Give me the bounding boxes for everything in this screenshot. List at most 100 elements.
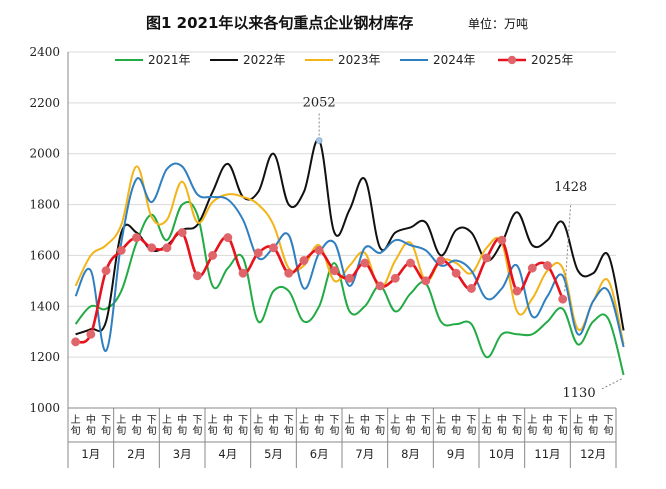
- x-tick-label: 上旬: [299, 414, 309, 437]
- legend-label-2023: 2023年: [338, 53, 381, 67]
- series-point-2025: [482, 253, 492, 263]
- month-label: 8月: [401, 447, 420, 461]
- month-label: 12月: [580, 447, 606, 461]
- x-tick-label: 下旬: [512, 415, 522, 437]
- y-tick-label: 2000: [29, 147, 60, 161]
- x-tick-label: 中旬: [177, 413, 187, 437]
- grid: [67, 51, 616, 409]
- x-tick-label: 上旬: [253, 414, 263, 437]
- x-tick-label: 中旬: [269, 413, 279, 437]
- series-line-2021: [74, 200, 625, 376]
- y-tick-label: 2400: [29, 45, 60, 59]
- x-tick-label: 下旬: [238, 415, 248, 437]
- series-point-2025: [101, 266, 111, 276]
- series-point-2025: [208, 250, 218, 260]
- annotation-leader: [601, 378, 622, 390]
- series-point-2025: [390, 273, 400, 283]
- x-tick-label: 中旬: [406, 413, 416, 437]
- month-label: 3月: [173, 447, 192, 461]
- series-point-2025: [406, 258, 415, 268]
- series-point-2025: [223, 233, 233, 243]
- x-tick-label: 下旬: [284, 415, 294, 437]
- series-point-2025: [162, 243, 172, 253]
- x-tick-label: 下旬: [375, 415, 385, 437]
- y-axis: 1000 1200 1400 1600 1800 2000 2200 2400: [29, 45, 60, 415]
- series-point-2025: [421, 276, 431, 286]
- y-tick-label: 2200: [29, 96, 60, 110]
- series-point-2025: [269, 243, 278, 253]
- annotation-label: 1130: [563, 386, 596, 401]
- x-tick-label: 中旬: [588, 413, 598, 437]
- x-tick-label: 中旬: [497, 413, 507, 437]
- y-tick-label: 1400: [29, 299, 60, 313]
- series-point-2025: [284, 268, 294, 278]
- annotations: 2052 1428 1130: [303, 95, 622, 401]
- x-tick-label: 下旬: [329, 415, 339, 437]
- legend-marker-2025: [507, 55, 517, 65]
- x-tick-label: 上旬: [390, 414, 400, 437]
- legend-label-2021: 2021年: [148, 53, 191, 67]
- series-point-2025: [436, 256, 446, 265]
- y-tick-label: 1800: [29, 198, 60, 212]
- month-label: 11月: [534, 447, 560, 461]
- series-point-2025: [345, 273, 355, 283]
- x-tick-label: 上旬: [116, 414, 126, 437]
- series-point-2025: [375, 281, 385, 291]
- x-tick-label: 上旬: [573, 414, 583, 437]
- series-point-2025: [329, 266, 339, 276]
- month-label: 9月: [447, 447, 466, 461]
- series-point-2025: [497, 235, 507, 245]
- x-axis: 上旬中旬下旬上旬中旬下旬上旬中旬下旬上旬中旬下旬上旬中旬下旬上旬中旬下旬上旬中旬…: [67, 408, 617, 468]
- series-point-2025: [466, 284, 476, 293]
- series-point-2025: [360, 258, 370, 268]
- x-tick-label: 中旬: [132, 413, 142, 437]
- x-tick-label: 中旬: [314, 413, 324, 437]
- series-point-2025: [314, 245, 324, 255]
- unit-label: 单位：万吨: [468, 16, 528, 31]
- series-point-2025: [543, 261, 552, 271]
- legend-label-2025: 2025年: [531, 53, 574, 67]
- chart-title: 图1 2021年以来各旬重点企业钢材库存: [146, 14, 413, 32]
- series-point-2025: [451, 268, 461, 278]
- series-point-2025: [253, 248, 263, 258]
- x-tick-label: 下旬: [558, 415, 568, 437]
- y-tick-label: 1200: [29, 350, 60, 364]
- x-tick-label: 上旬: [482, 414, 492, 437]
- x-tick-label: 下旬: [603, 415, 613, 437]
- series-point-2025: [86, 329, 96, 339]
- series-point-2025: [527, 263, 537, 273]
- legend-label-2022: 2022年: [243, 53, 286, 67]
- x-tick-label: 下旬: [147, 415, 157, 437]
- y-tick-label: 1600: [29, 248, 60, 262]
- annotation-label: 2052: [303, 95, 336, 110]
- x-tick-label: 下旬: [101, 415, 111, 437]
- series-point-2025: [512, 286, 522, 296]
- series-lines: [71, 138, 625, 376]
- series-point-2025: [177, 228, 187, 237]
- month-label: 5月: [264, 447, 283, 461]
- series-point-2025: [299, 256, 309, 265]
- annotation-point: [315, 137, 323, 144]
- series-point-2025: [192, 271, 202, 281]
- month-label: 10月: [489, 447, 515, 461]
- month-label: 4月: [218, 447, 237, 461]
- series-point-2025: [147, 243, 157, 253]
- series-point-2025: [238, 268, 248, 278]
- month-label: 2月: [127, 447, 146, 461]
- legend: 2021年 2022年 2023年 2024年 2025年: [115, 53, 574, 67]
- x-tick-label: 下旬: [421, 415, 431, 437]
- month-label: 7月: [355, 447, 374, 461]
- month-label: 6月: [310, 447, 329, 461]
- x-tick-label: 下旬: [192, 415, 202, 437]
- series-point-2025: [71, 337, 81, 347]
- x-tick-label: 中旬: [543, 413, 553, 437]
- x-tick-label: 中旬: [86, 413, 96, 437]
- x-tick-label: 上旬: [162, 414, 172, 437]
- x-tick-label: 上旬: [71, 414, 81, 437]
- x-tick-label: 中旬: [451, 413, 461, 437]
- x-tick-label: 下旬: [466, 415, 476, 437]
- x-tick-label: 上旬: [208, 414, 218, 437]
- x-tick-label: 上旬: [436, 414, 446, 437]
- x-tick-label: 上旬: [527, 414, 537, 437]
